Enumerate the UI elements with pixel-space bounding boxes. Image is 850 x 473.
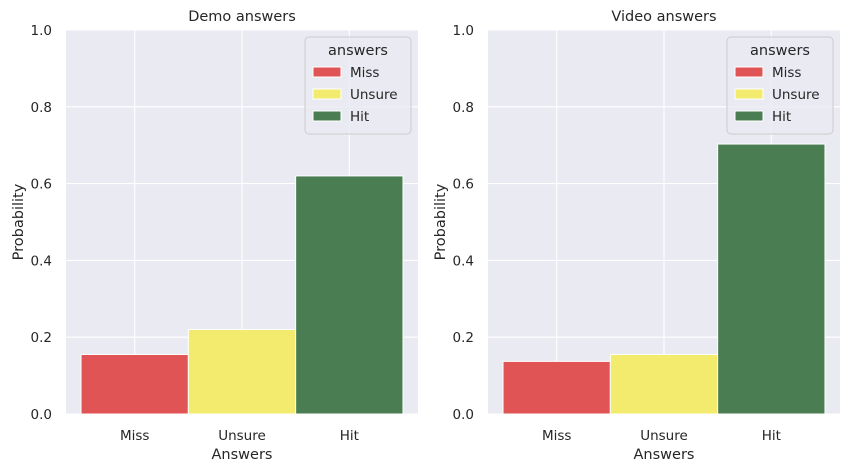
chart-title: Video answers <box>611 9 716 25</box>
y-tick-label: 0.6 <box>31 177 52 193</box>
x-axis-label: Answers <box>212 447 273 463</box>
legend-box <box>304 36 412 135</box>
bar-unsure <box>187 329 297 415</box>
legend: answers Miss Unsure Hit <box>304 36 412 135</box>
x-tick-label: Miss <box>542 428 571 444</box>
y-tick-label: 0.6 <box>453 177 474 193</box>
legend-title: answers <box>328 43 388 59</box>
legend-entry-unsure: Unsure <box>350 87 398 103</box>
y-tick-label: 1.0 <box>31 23 52 39</box>
y-tick-label: 0.0 <box>453 407 474 423</box>
legend-swatch-unsure <box>312 88 342 100</box>
chart-panel-2: 0.0 0.2 0.4 0.6 0.8 1.0 Miss Unsure Hit Video ans… <box>433 9 840 463</box>
legend-entry-miss: Miss <box>772 65 801 81</box>
y-tick-label: 0.8 <box>31 100 52 116</box>
x-tick-label: Miss <box>120 428 149 444</box>
y-tick-label: 0.2 <box>453 330 474 346</box>
bar-hit <box>717 143 826 415</box>
legend-box <box>726 36 834 135</box>
y-axis-label: Probability <box>11 183 27 260</box>
legend-title: answers <box>750 43 810 59</box>
y-tick-label: 1.0 <box>453 23 474 39</box>
legend-swatch-unsure <box>734 88 764 100</box>
x-tick-label: Unsure <box>218 428 266 444</box>
x-tick-labels: Miss Unsure Hit <box>120 428 359 444</box>
bar-miss <box>502 360 611 415</box>
legend-swatch-miss <box>312 66 342 78</box>
x-tick-labels: Miss Unsure Hit <box>542 428 781 444</box>
y-tick-labels: 0.0 0.2 0.4 0.6 0.8 1.0 <box>453 23 474 423</box>
legend-swatch-hit <box>312 110 342 122</box>
bars <box>502 143 826 415</box>
bars <box>80 175 404 415</box>
legend-entry-hit: Hit <box>350 109 369 125</box>
y-tick-label: 0.4 <box>453 253 474 269</box>
chart-panel-1: 0.0 0.2 0.4 0.6 0.8 1.0 Miss Unsure Hit Demo answ… <box>11 9 418 463</box>
legend-entry-unsure: Unsure <box>772 87 820 103</box>
legend-swatch-miss <box>734 66 764 78</box>
legend: answers Miss Unsure Hit <box>726 36 834 135</box>
x-tick-label: Hit <box>340 428 359 444</box>
chart-title: Demo answers <box>188 9 296 25</box>
y-tick-label: 0.4 <box>31 253 52 269</box>
bar-miss <box>80 353 189 415</box>
y-axis-label: Probability <box>433 183 449 260</box>
legend-entry-miss: Miss <box>350 65 379 81</box>
y-tick-label: 0.8 <box>453 100 474 116</box>
x-tick-label: Unsure <box>640 428 688 444</box>
y-tick-label: 0.0 <box>31 407 52 423</box>
legend-entry-hit: Hit <box>772 109 791 125</box>
y-tick-label: 0.2 <box>31 330 52 346</box>
y-tick-labels: 0.0 0.2 0.4 0.6 0.8 1.0 <box>31 23 52 423</box>
x-tick-label: Hit <box>762 428 781 444</box>
bar-unsure <box>609 353 719 415</box>
bar-hit <box>295 175 404 415</box>
legend-swatch-hit <box>734 110 764 122</box>
x-axis-label: Answers <box>634 447 695 463</box>
